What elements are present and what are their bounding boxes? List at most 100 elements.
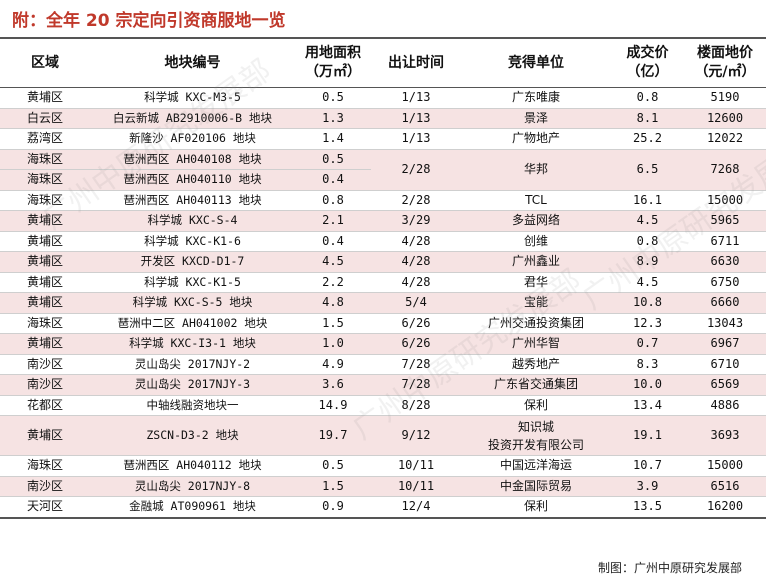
table-row: 黄埔区 科学城 KXC-K1-6 0.4 4/28 创维 0.8 6711	[0, 231, 766, 252]
cell-district: 白云区	[0, 108, 90, 129]
cell-winner: 知识城投资开发有限公司	[461, 415, 611, 456]
cell-area: 4.8	[295, 292, 371, 314]
cell-winner: 广物地产	[461, 128, 611, 150]
cell-price: 10.0	[611, 374, 684, 396]
cell-price: 8.3	[611, 354, 684, 375]
cell-date: 8/28	[371, 395, 461, 416]
cell-winner: 广州华智	[461, 333, 611, 355]
cell-winner: 广州鑫业	[461, 251, 611, 273]
cell-area: 0.8	[295, 190, 371, 211]
cell-area: 0.5	[295, 149, 371, 170]
cell-date: 2/28	[371, 190, 461, 211]
cell-area: 1.0	[295, 333, 371, 355]
cell-district: 海珠区	[0, 169, 90, 191]
table-row: 天河区 金融城 AT090961 地块 0.9 12/4 保利 13.5 162…	[0, 496, 766, 519]
cell-district: 黄埔区	[0, 251, 90, 273]
table-row: 海珠区 琶洲中二区 AH041002 地块 1.5 6/26 广州交通投资集团 …	[0, 313, 766, 334]
cell-floor-price: 6569	[684, 374, 766, 396]
cell-plot: 琶洲中二区 AH041002 地块	[90, 313, 295, 334]
cell-price: 16.1	[611, 190, 684, 211]
cell-district: 黄埔区	[0, 333, 90, 355]
header-area: 用地面积 （万㎡）	[295, 37, 371, 88]
cell-winner: 保利	[461, 496, 611, 519]
table-header-row: 区域 地块编号 用地面积 （万㎡） 出让时间 竞得单位 成交价 （亿） 楼面地价 （元…	[0, 37, 766, 88]
cell-district: 南沙区	[0, 374, 90, 396]
cell-plot: 灵山岛尖 2017NJY-2	[90, 354, 295, 375]
cell-area: 0.4	[295, 231, 371, 252]
cell-date: 7/28	[371, 354, 461, 375]
cell-district: 黄埔区	[0, 210, 90, 232]
cell-district: 天河区	[0, 496, 90, 519]
cell-plot: 琶洲西区 AH040112 地块	[90, 455, 295, 477]
page-title: 附：全年 20 宗定向引资商服地一览	[12, 11, 286, 31]
cell-price: 3.9	[611, 476, 684, 497]
cell-floor-price: 6516	[684, 476, 766, 497]
cell-plot: 科学城 KXC-M3-5	[90, 87, 295, 109]
cell-floor-price: 15000	[684, 455, 766, 477]
table-row: 黄埔区 科学城 KXC-I3-1 地块 1.0 6/26 广州华智 0.7 69…	[0, 333, 766, 355]
cell-price: 4.5	[611, 272, 684, 293]
cell-district: 海珠区	[0, 455, 90, 477]
cell-winner: 华邦	[461, 149, 611, 191]
cell-district: 海珠区	[0, 313, 90, 334]
cell-winner: 景泽	[461, 108, 611, 129]
table-row: 南沙区 灵山岛尖 2017NJY-3 3.6 7/28 广东省交通集团 10.0…	[0, 374, 766, 396]
cell-price: 12.3	[611, 313, 684, 334]
cell-area: 3.6	[295, 374, 371, 396]
cell-price: 13.5	[611, 496, 684, 519]
cell-winner: 广东省交通集团	[461, 374, 611, 396]
cell-floor-price: 12600	[684, 108, 766, 129]
header-floor-line1: 楼面地价	[697, 45, 753, 61]
cell-plot: 科学城 KXC-K1-5	[90, 272, 295, 293]
cell-plot: 金融城 AT090961 地块	[90, 496, 295, 519]
cell-date: 6/26	[371, 313, 461, 334]
cell-price: 25.2	[611, 128, 684, 150]
cell-floor-price: 5965	[684, 210, 766, 232]
cell-area: 0.5	[295, 455, 371, 477]
cell-date: 7/28	[371, 374, 461, 396]
cell-price: 0.8	[611, 87, 684, 109]
table-row: 海珠区 琶洲西区 AH040112 地块 0.5 10/11 中国远洋海运 10…	[0, 455, 766, 477]
cell-price: 8.1	[611, 108, 684, 129]
cell-area: 4.5	[295, 251, 371, 273]
cell-floor-price: 12022	[684, 128, 766, 150]
cell-district: 荔湾区	[0, 128, 90, 150]
cell-district: 黄埔区	[0, 292, 90, 314]
header-floor-price: 楼面地价 （元/㎡）	[684, 37, 766, 88]
cell-winner: 创维	[461, 231, 611, 252]
land-table: 区域 地块编号 用地面积 （万㎡） 出让时间 竞得单位 成交价 （亿） 楼面地价 （元…	[0, 37, 766, 519]
cell-plot: 科学城 KXC-I3-1 地块	[90, 333, 295, 355]
cell-district: 海珠区	[0, 149, 90, 170]
cell-area: 2.1	[295, 210, 371, 232]
table-row: 南沙区 灵山岛尖 2017NJY-8 1.5 10/11 中金国际贸易 3.9 …	[0, 476, 766, 497]
cell-date: 10/11	[371, 476, 461, 497]
cell-floor-price: 3693	[684, 415, 766, 456]
cell-district: 海珠区	[0, 190, 90, 211]
cell-date: 3/29	[371, 210, 461, 232]
header-date: 出让时间	[371, 37, 461, 88]
cell-date: 4/28	[371, 272, 461, 293]
cell-plot: 中轴线融资地块一	[90, 395, 295, 416]
header-floor-line2: （元/㎡）	[694, 64, 756, 80]
table-row: 海珠区 琶洲西区 AH040110 地块 0.4	[0, 169, 766, 191]
cell-winner: 宝能	[461, 292, 611, 314]
cell-winner-line2: 投资开发有限公司	[487, 437, 584, 452]
header-price-line1: 成交价	[626, 45, 669, 61]
cell-winner: 君华	[461, 272, 611, 293]
cell-price: 6.5	[611, 149, 684, 191]
cell-district: 花都区	[0, 395, 90, 416]
cell-area: 1.5	[295, 476, 371, 497]
cell-price: 0.7	[611, 333, 684, 355]
cell-area: 14.9	[295, 395, 371, 416]
cell-floor-price: 7268	[684, 149, 766, 191]
cell-price: 13.4	[611, 395, 684, 416]
cell-floor-price: 6750	[684, 272, 766, 293]
cell-area: 1.3	[295, 108, 371, 129]
cell-floor-price: 13043	[684, 313, 766, 334]
header-area-line1: 用地面积	[305, 45, 361, 61]
cell-plot: 琶洲西区 AH040110 地块	[90, 169, 295, 191]
cell-winner-line1: 知识城	[517, 419, 554, 434]
cell-winner: 保利	[461, 395, 611, 416]
cell-area: 19.7	[295, 415, 371, 456]
table-row: 花都区 中轴线融资地块一 14.9 8/28 保利 13.4 4886	[0, 395, 766, 416]
